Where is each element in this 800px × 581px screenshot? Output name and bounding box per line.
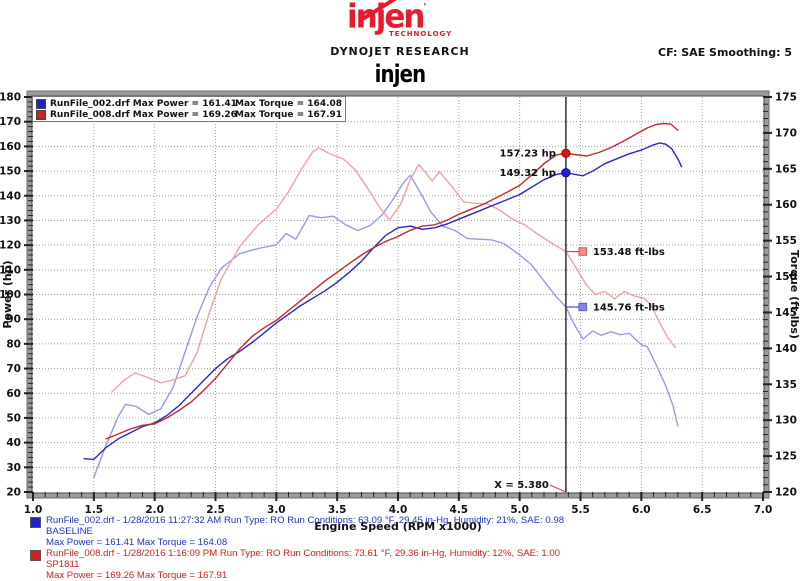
x-tick-label: 6.5 xyxy=(693,504,712,516)
torque-tick-label: 130 xyxy=(775,415,797,427)
x-tick-label: 4.5 xyxy=(450,504,469,516)
run-label-line: BASELINE xyxy=(46,525,93,537)
legend-max-torque-label: Max Torque = 167.91 xyxy=(235,109,343,120)
injen-logo-technology-label: TECHNOLOGY xyxy=(389,30,453,38)
torque-tick-label: 160 xyxy=(775,199,797,211)
torque-axis-title: Torque (ft-lbs) xyxy=(788,250,800,339)
power-tick-label: 120 xyxy=(0,240,21,252)
x-tick-label: 2.5 xyxy=(206,504,225,516)
power-tick-label: 80 xyxy=(6,338,21,350)
x-tick-label: 3.0 xyxy=(267,504,286,516)
x-tick-label: 5.5 xyxy=(571,504,590,516)
power-tick-label: 110 xyxy=(0,264,21,276)
legend-row-sp1811: RunFile_008.drf Max Power = 169.26 Max T… xyxy=(36,109,342,120)
power-tick-label: 170 xyxy=(0,116,21,128)
torque-tick-label: 140 xyxy=(775,343,797,355)
injen-logo-text: injen xyxy=(347,0,425,36)
torque-tick-label: 165 xyxy=(775,163,797,175)
x-tick-label: 1.0 xyxy=(24,504,43,516)
x-tick-label: 1.5 xyxy=(85,504,104,516)
power-tick-label: 30 xyxy=(6,462,21,474)
sp1811-power-readout-label: 157.23 hp xyxy=(500,149,556,160)
x-tick-label: 3.5 xyxy=(328,504,347,516)
torque-tick-label: 145 xyxy=(775,307,797,319)
run-info-baseline: RunFile_002.drf - 1/28/2016 11:27:32 AM … xyxy=(30,515,565,548)
baseline-torque-readout-marker xyxy=(578,302,587,312)
sp1811-power-curve xyxy=(105,122,679,440)
sp1811-power-readout-marker xyxy=(561,148,571,158)
cf-sae-smoothing-label: CF: SAE Smoothing: 5 xyxy=(658,46,792,59)
x-tick-label: 4.0 xyxy=(389,504,408,516)
sp1811-torque-readout-label: 153.48 ft-lbs xyxy=(593,247,665,258)
sp1811-torque-curve xyxy=(111,147,677,393)
legend: RunFile_002.drf Max Power = 161.41 Max T… xyxy=(32,96,346,122)
run-conditions-line: RunFile_008.drf - 1/28/2016 1:16:09 PM R… xyxy=(46,548,561,559)
legend-swatch-sp1811 xyxy=(36,109,46,120)
run-file-icon xyxy=(30,550,41,561)
cursor-x-leader xyxy=(549,484,567,493)
baseline-power-curve xyxy=(83,142,683,461)
power-tick-label: 160 xyxy=(0,141,21,153)
torque-tick-label: 155 xyxy=(775,235,797,247)
injen-logo: injen’ TECHNOLOGY xyxy=(347,0,457,42)
torque-tick-label: 120 xyxy=(775,487,797,499)
power-tick-label: 100 xyxy=(0,289,21,301)
power-tick-label: 40 xyxy=(6,437,21,449)
power-tick-label: 140 xyxy=(0,190,21,202)
baseline-torque-curve xyxy=(93,174,679,479)
chart-title: injen xyxy=(374,60,427,88)
injen-logo-tm: ’ xyxy=(423,2,427,13)
power-tick-label: 20 xyxy=(6,487,21,499)
x-axis-title: Engine Speed (RPM x1000) xyxy=(314,520,482,533)
run-label-line: SP1811 xyxy=(46,558,80,570)
x-tick-label: 2.0 xyxy=(145,504,164,516)
power-tick-label: 150 xyxy=(0,166,21,178)
baseline-power-readout-label: 149.32 hp xyxy=(500,168,556,179)
dynojet-research-label: DYNOJET RESEARCH xyxy=(330,45,470,58)
x-tick-label: 6.0 xyxy=(632,504,651,516)
torque-tick-label: 135 xyxy=(775,379,797,391)
run-max-values-line: Max Power = 169.26 Max Torque = 167.91 xyxy=(46,569,228,581)
legend-max-torque-label: Max Torque = 164.08 xyxy=(235,98,343,109)
run-conditions-line: RunFile_002.drf - 1/28/2016 11:27:32 AM … xyxy=(46,515,565,526)
run-max-values-line: Max Power = 161.41 Max Torque = 164.08 xyxy=(46,536,228,548)
power-tick-label: 180 xyxy=(0,92,21,104)
sp1811-torque-readout-marker xyxy=(578,247,587,256)
torque-tick-label: 125 xyxy=(775,451,797,463)
torque-tick-label: 175 xyxy=(775,92,797,104)
x-tick-label: 7.0 xyxy=(754,504,773,516)
legend-file-power-label: RunFile_008.drf Max Power = 169.26 xyxy=(50,109,237,120)
power-tick-label: 90 xyxy=(6,314,21,326)
baseline-power-readout-marker xyxy=(561,168,571,178)
run-info-sp1811: RunFile_008.drf - 1/28/2016 1:16:09 PM R… xyxy=(30,548,561,581)
power-tick-label: 70 xyxy=(6,363,21,375)
legend-swatch-baseline xyxy=(36,98,46,109)
power-tick-label: 130 xyxy=(0,215,21,227)
torque-tick-label: 150 xyxy=(775,271,797,283)
power-tick-label: 50 xyxy=(6,412,21,424)
power-tick-label: 60 xyxy=(6,388,21,400)
baseline-torque-readout-label: 145.76 ft-lbs xyxy=(593,302,665,313)
cursor-x-label: X = 5.380 xyxy=(494,480,549,491)
torque-tick-label: 170 xyxy=(775,127,797,139)
x-tick-label: 5.0 xyxy=(510,504,529,516)
power-axis-title: Power (hp) xyxy=(1,260,14,328)
run-file-icon xyxy=(30,517,41,528)
legend-file-power-label: RunFile_002.drf Max Power = 161.41 xyxy=(50,98,237,109)
legend-row-baseline: RunFile_002.drf Max Power = 161.41 Max T… xyxy=(36,98,342,109)
